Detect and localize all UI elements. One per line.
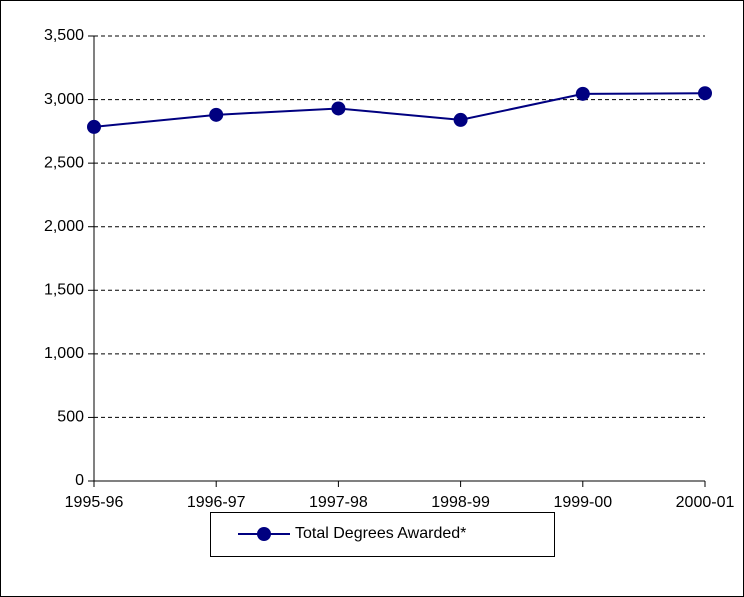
- series-line: [93, 92, 706, 128]
- legend-label: Total Degrees Awarded*: [295, 525, 466, 542]
- y-tick-label: 1,500: [44, 282, 84, 299]
- y-tick-label: 3,500: [44, 27, 84, 44]
- y-tick-label: 3,000: [44, 91, 84, 108]
- y-tick-label: 2,500: [44, 154, 84, 171]
- y-tick-label: 0: [75, 472, 84, 489]
- marker: [575, 86, 590, 101]
- x-tick-label: 1999-00: [553, 494, 612, 511]
- marker: [209, 107, 224, 122]
- x-tick-label: 1995-96: [65, 494, 124, 511]
- x-tick-label: 2000-01: [676, 494, 735, 511]
- marker: [698, 86, 712, 101]
- x-tick-label: 1996-97: [187, 494, 246, 511]
- marker: [453, 112, 468, 127]
- y-tick-label: 500: [57, 409, 84, 426]
- marker: [87, 119, 101, 134]
- x-tick-label: 1997-98: [309, 494, 368, 511]
- y-tick-label: 1,000: [44, 345, 84, 362]
- marker: [331, 101, 346, 116]
- x-tick-label: 1998-99: [431, 494, 490, 511]
- legend-marker: [257, 527, 271, 541]
- y-tick-label: 2,000: [44, 218, 84, 235]
